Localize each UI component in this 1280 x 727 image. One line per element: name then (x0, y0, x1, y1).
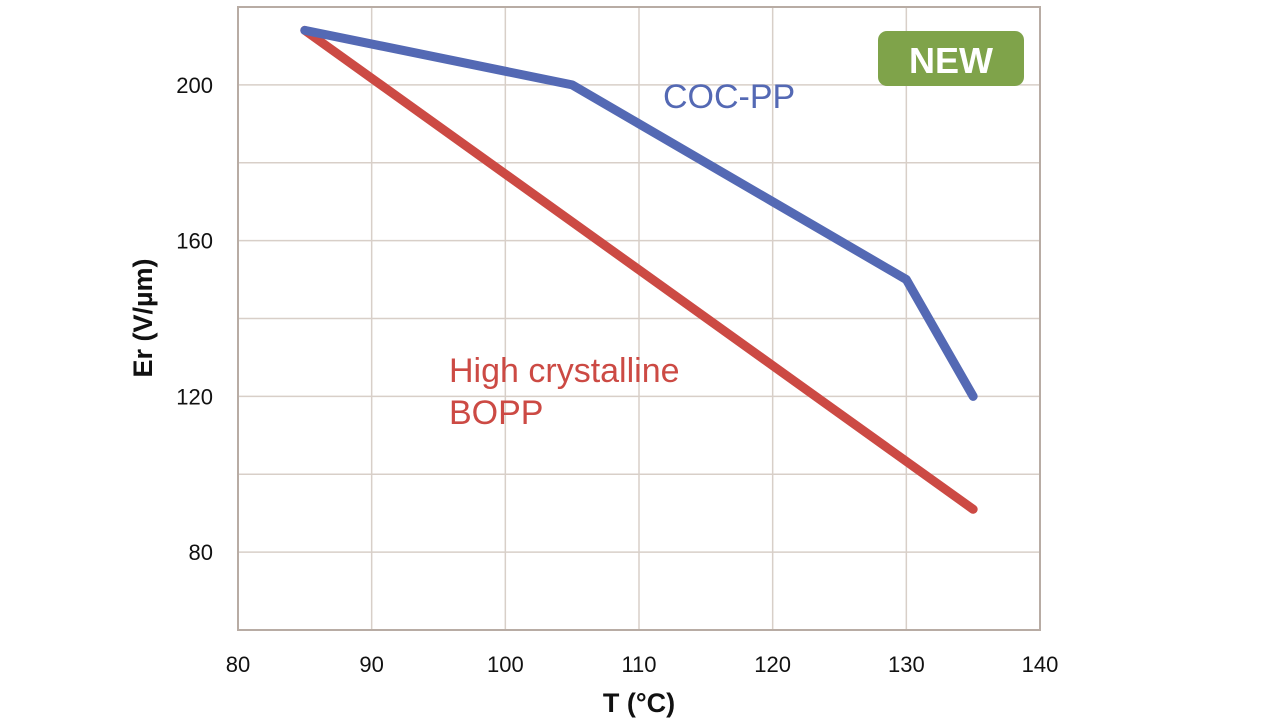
x-tick-label: 90 (359, 652, 383, 677)
x-tick-label: 130 (888, 652, 925, 677)
plot-frame (237, 6, 1041, 631)
y-tick-label: 160 (176, 229, 213, 254)
new-badge: NEW (878, 31, 1024, 86)
tick-labels: 80 90 100 110 120 130 140 80 120 160 200 (176, 73, 1058, 677)
y-tick-label: 120 (176, 384, 213, 409)
y-axis-label: Er (V/µm) (128, 258, 158, 377)
legend-coc-pp: COC-PP (663, 78, 795, 116)
x-tick-label: 100 (487, 652, 524, 677)
x-tick-label: 110 (621, 652, 656, 677)
legend-bopp-line1: High crystalline (449, 352, 680, 390)
x-tick-label: 80 (226, 652, 250, 677)
x-axis-label: T (°C) (603, 688, 675, 718)
y-tick-label: 80 (189, 540, 213, 565)
series-line-coc-pp (300, 25, 978, 401)
x-tick-label: 140 (1022, 652, 1059, 677)
y-tick-label: 200 (176, 73, 213, 98)
grid (237, 6, 1041, 631)
series-line-high-crystalline-bopp (300, 25, 978, 514)
legend-bopp-line2: BOPP (449, 394, 543, 432)
series-lines (300, 25, 978, 514)
new-badge-text: NEW (909, 40, 993, 81)
x-tick-label: 120 (754, 652, 791, 677)
